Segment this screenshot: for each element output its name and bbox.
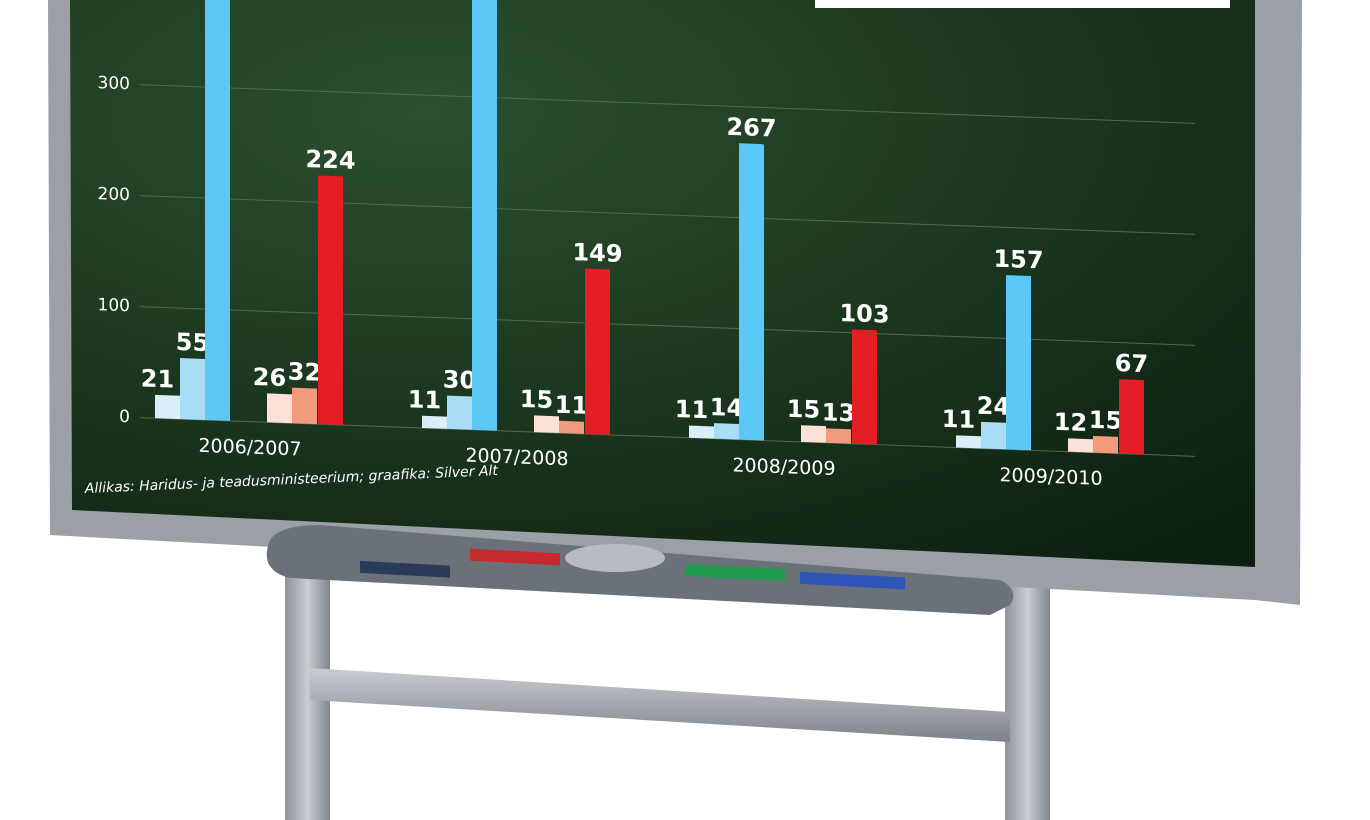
grid-line [140,84,1195,124]
data-label: 11 [408,385,441,414]
data-label: 224 [305,145,355,175]
x-tick-label: 2007/2008 [465,445,568,471]
bar [826,428,851,444]
bar [422,415,447,429]
data-label: 67 [1115,349,1148,378]
bar [155,394,180,420]
bar [1093,435,1118,454]
data-label: 11 [942,405,975,434]
bar [318,175,343,426]
grid-line [140,195,1195,235]
bar [689,425,714,439]
y-tick-label: 300 [98,73,130,94]
bar [956,435,981,449]
data-label: 267 [726,113,776,143]
bar [267,393,292,424]
data-label: 32 [288,358,321,387]
bar [292,387,317,425]
data-label: 13 [822,398,855,427]
data-label: 15 [1089,406,1122,435]
data-label: 21 [141,364,174,393]
bar [981,421,1006,450]
bar [447,395,472,430]
bar [739,143,764,441]
tray [266,525,1014,615]
y-tick-label: 0 [119,407,130,427]
x-tick-label: 2008/2009 [732,454,835,480]
bar [1006,275,1031,451]
bar [1119,379,1144,455]
data-label: 14 [710,393,743,422]
data-label: 15 [520,385,553,414]
y-tick-label: 100 [98,295,130,316]
stand [285,570,1050,820]
data-label: 30 [443,365,476,394]
bar [180,358,205,421]
data-label: 11 [555,391,588,420]
data-label: 12 [1054,408,1087,437]
data-label: 11 [675,395,708,424]
bar [585,268,610,435]
bar [714,423,739,440]
data-label: 103 [839,299,889,329]
y-tick-label: 200 [98,184,130,205]
bar [534,415,559,433]
x-tick-label: 2006/2007 [198,435,301,461]
bar [559,420,584,434]
box [815,0,1230,8]
bar [852,329,877,445]
bar [1068,438,1093,453]
data-label: 26 [253,363,286,392]
chart: 01002003002006/2007215540026322242007/20… [98,0,1195,490]
screen [70,0,1255,567]
bar [472,0,497,431]
data-label: 24 [977,392,1010,421]
bar [801,425,826,443]
data-label: 55 [176,328,209,357]
data-label: 149 [572,238,622,268]
data-label: 157 [993,245,1043,275]
bar [205,0,230,421]
data-label: 15 [787,395,820,424]
x-tick-label: 2009/2010 [999,464,1102,490]
